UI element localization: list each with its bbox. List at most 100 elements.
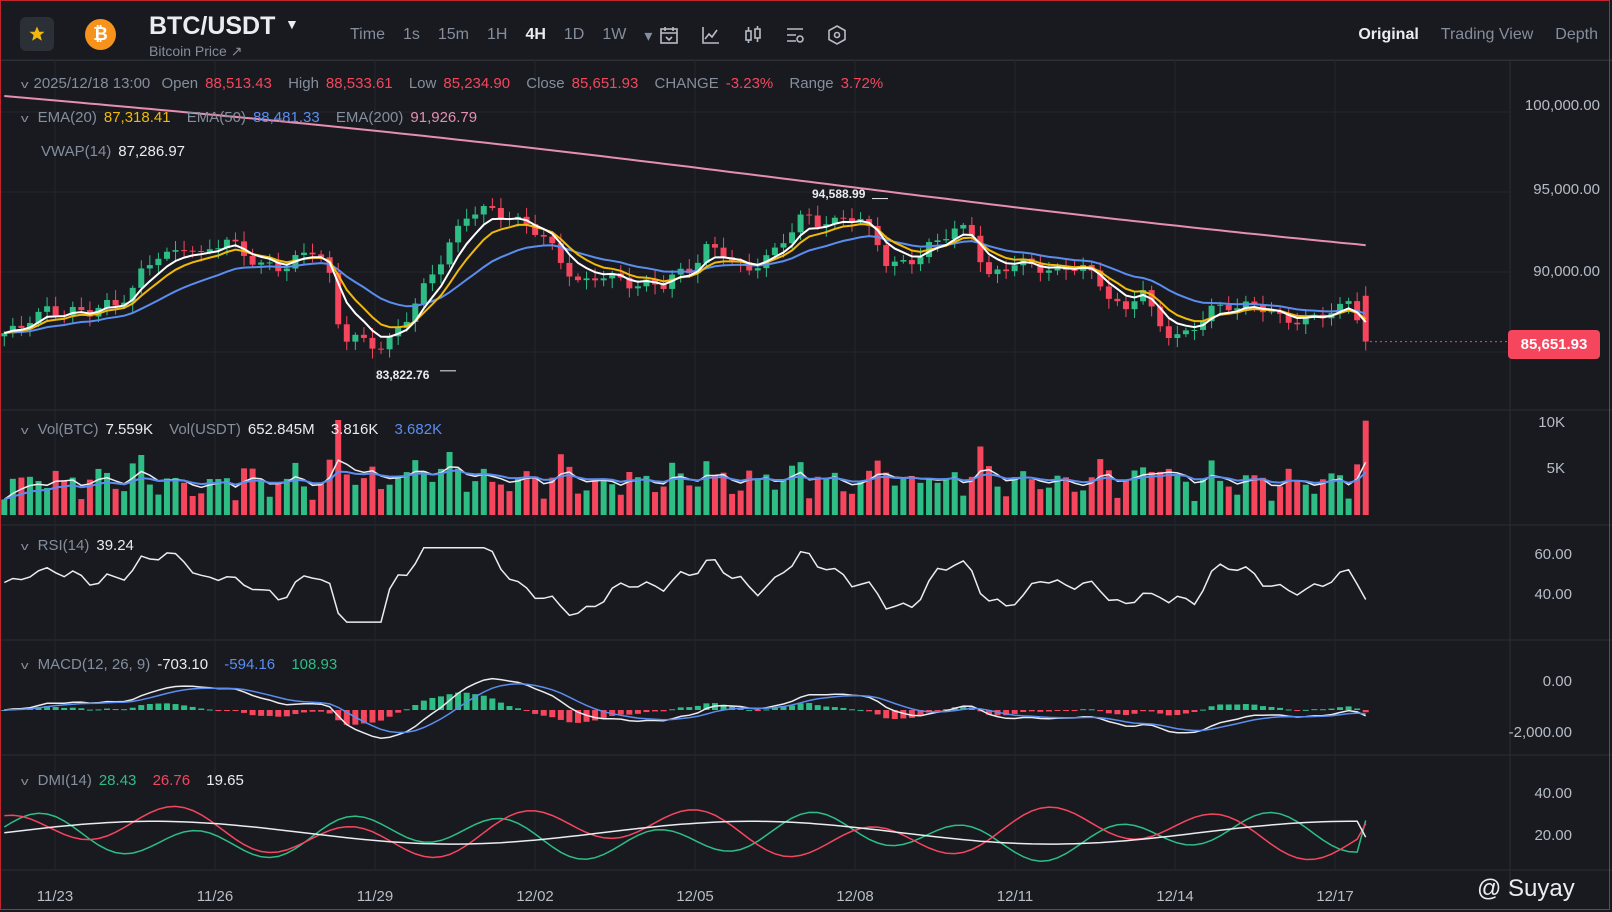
interval-15m[interactable]: 15m <box>437 26 469 43</box>
interval-1d[interactable]: 1D <box>563 26 585 43</box>
macd-hist-bar <box>489 698 496 710</box>
volume-bar <box>943 478 950 515</box>
interval-4h[interactable]: 4H <box>525 26 546 43</box>
volume-bar <box>121 491 128 515</box>
volume-bar <box>866 470 873 515</box>
collapse-icon[interactable]: v <box>20 660 29 672</box>
volume-bar <box>300 486 307 515</box>
date-label: 12/08 <box>836 888 874 905</box>
favorite-button[interactable] <box>20 17 54 51</box>
interval-more-icon[interactable]: ▾ <box>644 28 653 45</box>
macd-hist-bar <box>446 694 453 710</box>
ema-legend: v EMA(20) 87,318.41 EMA(50) 88,481.33 EMA(… <box>20 109 489 126</box>
candle-body <box>1054 266 1061 271</box>
collapse-icon[interactable]: v <box>20 541 29 553</box>
pair-dropdown-icon[interactable]: ▼ <box>285 16 299 32</box>
ema200-line <box>4 95 1366 247</box>
volume-bar <box>677 473 684 515</box>
candle-body <box>592 278 599 281</box>
volume-bar <box>1088 477 1095 515</box>
candle-body <box>994 269 1001 275</box>
volume-bar <box>549 477 556 515</box>
candle-body <box>1337 303 1344 314</box>
dmi-axis-label: 20.00 <box>1534 827 1572 844</box>
volume-ma-line <box>3 459 1367 501</box>
candle-body <box>1071 269 1078 271</box>
macd-hist-bar <box>1165 710 1172 716</box>
vol-usdt-value: 652.845M <box>247 421 315 438</box>
volume-bar <box>600 478 607 515</box>
interval-1h[interactable]: 1H <box>487 26 508 43</box>
high-annotation: 94,588.99 <box>812 187 866 201</box>
macd-hist-bar <box>1285 709 1292 711</box>
macd-hist-bar <box>1148 710 1155 712</box>
volume-bar <box>292 462 299 515</box>
candle-body <box>814 215 821 227</box>
macd-hist-bar <box>61 707 68 710</box>
interval-1w[interactable]: 1W <box>602 26 627 43</box>
vol-btc-value: 7.559K <box>105 421 154 438</box>
candle-body <box>1003 269 1010 272</box>
candle-body <box>540 234 547 237</box>
interval-1s[interactable]: 1s <box>402 26 420 43</box>
candle-body <box>309 252 316 255</box>
candle-body <box>840 217 847 219</box>
indicator-chart-icon[interactable] <box>700 24 722 46</box>
ohlc-date: 2025/12/18 13:00 <box>33 75 151 92</box>
low-value: 85,234.90 <box>443 75 511 92</box>
macd-axis-label: -2,000.00 <box>1508 724 1572 741</box>
macd-hist-bar <box>318 710 325 712</box>
range-value: 3.72% <box>840 75 884 92</box>
candle-body <box>52 306 59 316</box>
collapse-icon[interactable]: v <box>20 113 29 125</box>
volume-bar <box>249 468 256 515</box>
volume-bar <box>86 479 93 515</box>
volume-bar <box>429 481 436 515</box>
volume-bar <box>1037 489 1044 515</box>
candle-body <box>1302 317 1309 325</box>
low-label: Low <box>408 75 437 92</box>
candle-body <box>35 311 42 324</box>
macd-hist-bar <box>395 710 402 713</box>
macd-hist-bar <box>300 710 307 713</box>
tab-depth[interactable]: Depth <box>1555 26 1598 43</box>
macd-hist-bar <box>1277 707 1284 710</box>
hexagon-settings-icon[interactable] <box>826 24 848 46</box>
macd-hist-bar <box>326 710 333 714</box>
collapse-icon[interactable]: v <box>20 425 29 437</box>
volume-bar <box>720 472 727 515</box>
candle-body <box>720 247 727 258</box>
pair-subtitle-link[interactable]: Bitcoin Price ↗ <box>149 43 243 59</box>
candle-body <box>908 260 915 265</box>
chart-settings-icon[interactable] <box>784 24 806 46</box>
pair-title[interactable]: BTC/USDT <box>149 12 276 40</box>
tab-trading-view[interactable]: Trading View <box>1440 26 1534 43</box>
volume-bar <box>985 466 992 515</box>
macd-hist-bar <box>1200 709 1207 711</box>
macd-hist-bar <box>497 702 504 710</box>
collapse-icon[interactable]: v <box>20 776 29 788</box>
volume-bar <box>61 480 68 515</box>
tab-original[interactable]: Original <box>1358 26 1419 43</box>
volume-bar <box>446 452 453 515</box>
volume-bar <box>780 479 787 515</box>
volume-bar <box>754 478 761 515</box>
interval-time[interactable]: Time <box>350 26 385 43</box>
candle-body <box>780 243 787 248</box>
macd-hist-bar <box>891 710 898 720</box>
volume-axis-label: 10K <box>1538 414 1565 431</box>
candle-body <box>711 244 718 248</box>
macd-hist-bar <box>1122 710 1129 716</box>
candle-body <box>874 225 881 246</box>
macd-hist-bar <box>883 710 890 719</box>
date-label: 12/17 <box>1316 888 1354 905</box>
candle-body <box>378 348 385 350</box>
macd-hist-bar <box>1242 704 1249 710</box>
volume-bar <box>1345 498 1352 515</box>
calendar-icon[interactable] <box>658 24 680 46</box>
candle-body <box>146 265 153 269</box>
candle-type-icon[interactable] <box>742 24 764 46</box>
date-label: 12/14 <box>1156 888 1194 905</box>
collapse-icon[interactable]: v <box>20 79 29 91</box>
